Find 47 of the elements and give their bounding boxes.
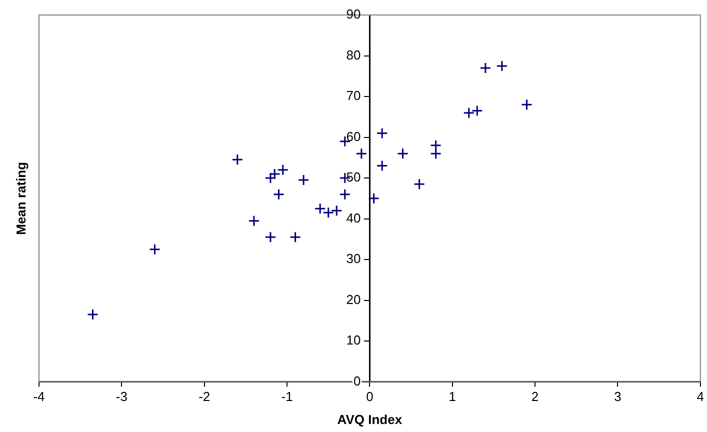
y-tick-label: 40 xyxy=(346,210,361,226)
y-tick-label: 10 xyxy=(346,332,361,348)
point xyxy=(268,168,280,180)
x-tick-label: -3 xyxy=(116,389,128,404)
y-tick-label: 20 xyxy=(346,292,361,307)
x-tick-label: 2 xyxy=(531,389,539,404)
y-tick-label: 0 xyxy=(353,373,361,388)
point xyxy=(397,148,409,160)
point xyxy=(496,60,508,72)
point xyxy=(273,188,284,200)
point xyxy=(148,244,160,256)
point xyxy=(290,231,302,243)
y-tick-label: 80 xyxy=(346,47,361,62)
point xyxy=(86,308,98,320)
point xyxy=(330,204,342,216)
x-axis-title: AVQ Index xyxy=(337,412,403,427)
point xyxy=(430,148,442,160)
x-tick-label: -1 xyxy=(281,389,293,404)
point xyxy=(298,174,310,186)
point xyxy=(277,164,289,176)
point xyxy=(339,188,351,200)
point xyxy=(376,127,388,139)
point xyxy=(463,107,475,119)
y-tick-label: 60 xyxy=(346,128,361,144)
point xyxy=(264,172,276,184)
x-tick-label: 0 xyxy=(366,389,374,404)
y-tick-label: 90 xyxy=(346,6,361,22)
y-axis-title: Mean rating xyxy=(14,162,29,235)
point xyxy=(480,62,492,74)
point xyxy=(232,154,244,166)
point xyxy=(264,231,276,243)
y-tick-label: 70 xyxy=(346,88,361,104)
y-tick-label: 50 xyxy=(346,170,361,185)
point xyxy=(376,160,388,172)
point xyxy=(248,215,260,227)
x-tick-label: 1 xyxy=(448,389,456,404)
point xyxy=(414,178,426,190)
x-tick-label: -4 xyxy=(33,389,45,404)
point xyxy=(521,98,533,110)
x-tick-label: -2 xyxy=(198,389,210,404)
x-tick-label: 4 xyxy=(696,389,704,404)
point xyxy=(430,140,442,152)
point xyxy=(471,105,483,117)
point xyxy=(356,148,368,160)
point xyxy=(368,192,380,204)
x-tick-label: 3 xyxy=(614,389,622,404)
y-tick-label: 30 xyxy=(346,251,361,266)
